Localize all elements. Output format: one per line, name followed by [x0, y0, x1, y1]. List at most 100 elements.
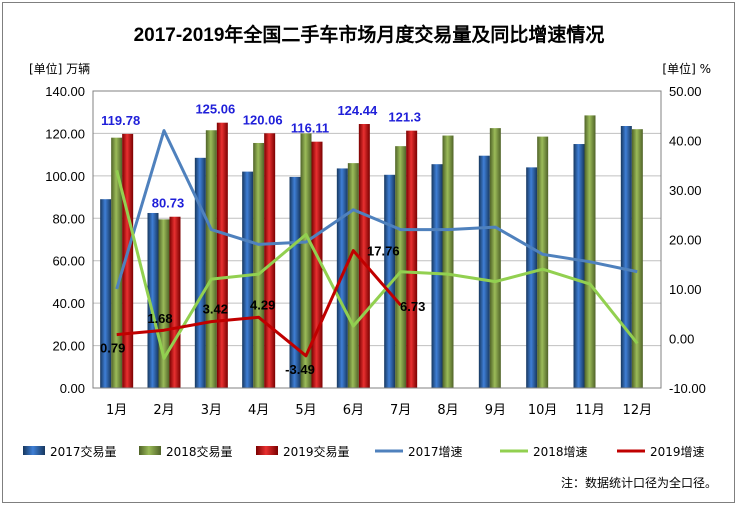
legend-swatch — [256, 446, 278, 455]
legend: 2017交易量 2018交易量 2019交易量 2017增速 2018增速 2019增速 — [23, 444, 705, 459]
bar-2017交易量 — [384, 174, 396, 388]
x-tick-label: 5月 — [295, 403, 316, 418]
bar-value-label: 125.06 — [195, 102, 235, 117]
left-tick-label: 120.00 — [45, 126, 85, 141]
bar-2018交易量 — [584, 115, 596, 389]
chart-canvas: 2017-2019年全国二手车市场月度交易量及同比增速情况 [单位] 万辆 [单… — [23, 23, 717, 490]
bar-2018交易量 — [205, 130, 217, 388]
bar-2018交易量 — [111, 137, 123, 388]
legend-item: 2018交易量 — [139, 444, 233, 459]
bar-2018交易量 — [489, 128, 501, 388]
right-tick-label: 30.00 — [669, 183, 702, 198]
bar-2017交易量 — [289, 176, 301, 388]
left-tick-label: 100.00 — [45, 169, 85, 184]
bar-2018交易量 — [537, 136, 549, 388]
bar-2018交易量 — [442, 135, 454, 388]
x-tick-label: 1月 — [106, 403, 127, 418]
axes: 0.00 20.00 40.00 60.00 80.00 100.00 120.00 140.… — [45, 84, 706, 418]
x-tick-label: 11月 — [575, 403, 605, 418]
bar-2019交易量 — [216, 122, 228, 388]
line-value-label: 6.73 — [400, 299, 425, 314]
right-tick-label: 50.00 — [669, 84, 702, 99]
line-2019增速 — [116, 249, 402, 358]
bar-value-label: 120.06 — [243, 112, 283, 127]
bar-2019交易量 — [406, 130, 418, 388]
x-tick-label: 2月 — [153, 403, 174, 418]
data-labels: 119.78 80.73 125.06 120.06 116.11 124.44 121.3… — [100, 102, 425, 377]
bar-2018交易量 — [158, 219, 170, 388]
legend-item: 2017增速 — [375, 445, 463, 459]
bar-2018交易量 — [631, 129, 643, 388]
left-tick-label: 80.00 — [52, 211, 85, 226]
x-tick-label: 6月 — [343, 403, 364, 418]
line-value-label: 4.29 — [250, 297, 275, 312]
line-value-label: 17.76 — [367, 244, 400, 259]
bar-2017交易量 — [194, 157, 206, 388]
left-tick-label: 0.00 — [60, 381, 85, 396]
bar-2017交易量 — [242, 171, 254, 388]
legend-label: 2019交易量 — [283, 444, 350, 459]
bar-2017交易量 — [620, 126, 632, 388]
bars — [100, 115, 643, 389]
bar-2017交易量 — [478, 155, 490, 388]
line-value-label: 3.42 — [203, 302, 228, 317]
bar-value-label: 80.73 — [152, 196, 185, 211]
legend-label: 2019增速 — [650, 445, 705, 459]
x-tick-label: 10月 — [528, 403, 558, 418]
lines — [115, 129, 639, 360]
right-tick-label: 10.00 — [669, 282, 702, 297]
legend-item: 2017交易量 — [23, 444, 117, 459]
x-tick-label: 7月 — [390, 403, 411, 418]
left-tick-label: 140.00 — [45, 84, 85, 99]
bar-value-label: 121.3 — [388, 110, 421, 125]
bar-value-label: 116.11 — [291, 121, 329, 136]
bar-2018交易量 — [253, 142, 265, 388]
plot-area-border — [92, 90, 662, 389]
legend-item: 2018增速 — [500, 445, 588, 459]
line-value-label: 1.68 — [147, 311, 172, 326]
legend-item: 2019增速 — [617, 445, 705, 459]
bar-2017交易量 — [100, 199, 112, 388]
bar-value-label: 119.78 — [101, 113, 140, 128]
bar-2017交易量 — [147, 212, 159, 388]
legend-swatch — [139, 446, 161, 455]
x-tick-label: 12月 — [623, 403, 653, 418]
x-tick-label: 4月 — [248, 403, 269, 418]
bar-2018交易量 — [300, 133, 312, 388]
line-2018增速 — [115, 169, 639, 360]
bar-2019交易量 — [122, 133, 134, 388]
line-2017增速 — [115, 129, 638, 290]
right-tick-label: -10.00 — [669, 381, 706, 396]
right-tick-label: 20.00 — [669, 233, 702, 248]
bar-2018交易量 — [347, 163, 359, 388]
legend-label: 2018增速 — [533, 445, 588, 459]
x-tick-label: 8月 — [437, 403, 458, 418]
bar-value-label: 124.44 — [337, 103, 378, 118]
bar-2019交易量 — [358, 124, 370, 388]
left-axis-unit: [单位] 万辆 — [29, 61, 90, 76]
legend-label: 2018交易量 — [166, 444, 233, 459]
legend-label: 2017增速 — [408, 445, 463, 459]
bar-2019交易量 — [169, 216, 181, 388]
x-tick-label: 9月 — [485, 403, 506, 418]
legend-label: 2017交易量 — [50, 444, 117, 459]
left-tick-label: 20.00 — [52, 339, 85, 354]
legend-item: 2019交易量 — [256, 444, 350, 459]
left-tick-label: 60.00 — [52, 254, 85, 269]
right-tick-label: 40.00 — [669, 134, 702, 149]
bar-2019交易量 — [311, 141, 323, 388]
left-tick-label: 40.00 — [52, 296, 85, 311]
bar-2017交易量 — [431, 164, 443, 388]
bar-2018交易量 — [395, 146, 407, 388]
chart-title: 2017-2019年全国二手车市场月度交易量及同比增速情况 — [134, 23, 605, 46]
right-axis-unit: [单位] % — [662, 61, 711, 76]
bar-2017交易量 — [526, 167, 538, 388]
line-value-label: 0.79 — [100, 341, 125, 356]
right-tick-label: 0.00 — [669, 332, 694, 347]
legend-swatch — [23, 446, 45, 455]
bar-2019交易量 — [264, 133, 276, 388]
x-tick-label: 3月 — [201, 403, 222, 418]
bar-2017交易量 — [573, 144, 585, 388]
line-value-label: -3.49 — [285, 362, 315, 377]
